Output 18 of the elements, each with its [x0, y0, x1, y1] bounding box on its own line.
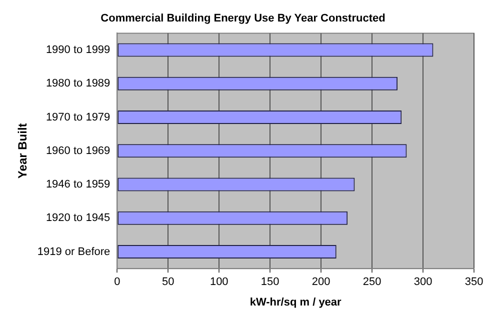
chart-title: Commercial Building Energy Use By Year Constructed: [100, 12, 386, 25]
x-tick-label: 250: [362, 276, 382, 288]
y-tick-label: 1970 to 1979: [46, 111, 110, 124]
x-tick-label: 50: [162, 276, 174, 288]
y-tick-label: 1919 or Before: [37, 246, 110, 258]
x-tick-label: 100: [210, 276, 228, 288]
y-tick-label: 1980 to 1989: [46, 78, 110, 90]
y-axis-title: Year Built: [16, 123, 30, 179]
y-tick-label: 1946 to 1959: [46, 178, 110, 191]
y-tick-label: 1960 to 1969: [46, 144, 110, 157]
x-tick-label: 150: [260, 276, 280, 288]
x-tick-label: 200: [312, 276, 330, 288]
x-tick-label: 300: [414, 276, 432, 288]
y-tick-label: 1990 to 1999: [46, 44, 110, 56]
x-tick-label: 0: [114, 276, 120, 288]
y-tick-label: 1920 to 1945: [46, 212, 110, 224]
x-axis-title: kW-hr/sq m / year: [250, 296, 342, 308]
x-tick-label: 350: [464, 276, 484, 288]
